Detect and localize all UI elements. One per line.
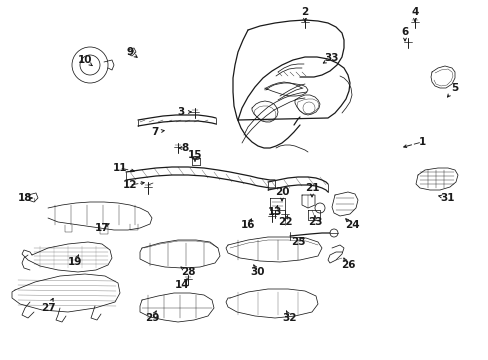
Text: 14: 14 — [174, 280, 189, 290]
Text: 24: 24 — [344, 220, 359, 230]
Text: 31: 31 — [440, 193, 454, 203]
Text: 19: 19 — [68, 257, 82, 267]
Text: 13: 13 — [267, 207, 282, 217]
Text: 33: 33 — [324, 53, 339, 63]
Text: 6: 6 — [401, 27, 408, 37]
Text: 2: 2 — [301, 7, 308, 17]
Text: 29: 29 — [144, 313, 159, 323]
Text: 1: 1 — [418, 137, 425, 147]
Text: 21: 21 — [304, 183, 319, 193]
Text: 17: 17 — [95, 223, 109, 233]
Text: 11: 11 — [113, 163, 127, 173]
Text: 30: 30 — [250, 267, 264, 277]
Text: 16: 16 — [240, 220, 255, 230]
Text: 8: 8 — [181, 143, 188, 153]
Text: 3: 3 — [177, 107, 184, 117]
Text: 10: 10 — [78, 55, 92, 65]
Text: 15: 15 — [187, 150, 202, 160]
Text: 12: 12 — [122, 180, 137, 190]
Text: 7: 7 — [151, 127, 159, 137]
Text: 32: 32 — [282, 313, 297, 323]
Text: 28: 28 — [181, 267, 195, 277]
Text: 18: 18 — [18, 193, 32, 203]
Text: 9: 9 — [126, 47, 133, 57]
Text: 20: 20 — [274, 187, 289, 197]
Text: 5: 5 — [450, 83, 458, 93]
Text: 4: 4 — [410, 7, 418, 17]
Text: 26: 26 — [340, 260, 354, 270]
Text: 27: 27 — [41, 303, 55, 313]
Text: 25: 25 — [290, 237, 305, 247]
Text: 22: 22 — [277, 217, 292, 227]
Text: 23: 23 — [307, 217, 322, 227]
